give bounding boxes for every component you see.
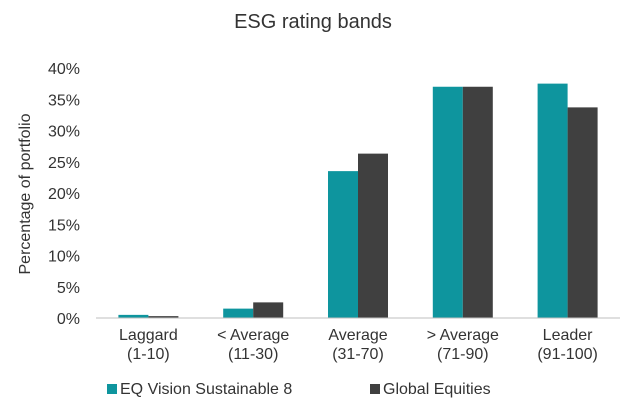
y-tick-label: 5% — [57, 280, 80, 297]
legend-swatch — [107, 384, 117, 394]
bar-eq-vision-3 — [432, 86, 463, 318]
legend: EQ Vision Sustainable 8 Global Equities — [107, 381, 491, 398]
bar-eq-vision-1 — [223, 308, 254, 318]
y-tick-label: 20% — [48, 186, 80, 203]
y-tick-label: 25% — [48, 155, 80, 172]
x-category-label: Laggard (1-10) — [119, 327, 178, 363]
x-category-label: Average (31-70) — [328, 327, 387, 363]
y-tick-label: 40% — [48, 61, 80, 78]
bar-eq-vision-4 — [537, 83, 568, 318]
legend-label: EQ Vision Sustainable 8 — [120, 381, 292, 398]
chart-title: ESG rating bands — [234, 11, 392, 33]
bar-global-equities-3 — [462, 86, 493, 318]
y-tick-label: 15% — [48, 217, 80, 234]
x-category-label: > Average (71-90) — [427, 327, 499, 363]
y-tick-label: 0% — [57, 311, 80, 328]
y-tick-label: 35% — [48, 92, 80, 109]
y-axis-ticks: 0% 5% 10% 15% 20% 25% 30% 35% 40% — [48, 61, 80, 328]
y-axis-label: Percentage of portfolio — [17, 113, 34, 274]
bar-global-equities-2 — [358, 153, 388, 318]
x-axis-categories: Laggard (1-10) < Average (11-30) Average (31-… — [119, 327, 598, 363]
legend-swatch — [370, 384, 380, 394]
bar-global-equities-4 — [567, 107, 598, 318]
y-tick-label: 10% — [48, 249, 80, 266]
bar-global-equities-1 — [253, 302, 284, 318]
x-category-label: < Average (11-30) — [217, 327, 289, 363]
bar-eq-vision-2 — [328, 171, 358, 318]
bars-group — [118, 83, 598, 318]
bar-eq-vision-0 — [118, 314, 149, 318]
x-category-label: Leader (91-100) — [537, 327, 597, 363]
legend-label: Global Equities — [383, 381, 491, 398]
y-tick-label: 30% — [48, 124, 80, 141]
bar-global-equities-0 — [148, 316, 179, 318]
